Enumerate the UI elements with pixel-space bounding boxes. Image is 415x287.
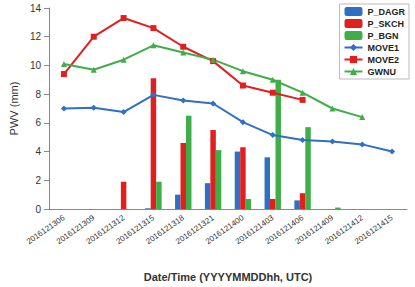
svg-text:P_BGN: P_BGN [367,31,398,41]
svg-text:2016121409: 2016121409 [293,213,335,247]
svg-text:PWV (mm): PWV (mm) [8,82,20,136]
svg-text:2016121315: 2016121315 [114,213,156,247]
svg-text:2016121415: 2016121415 [353,213,395,246]
svg-text:P_SKCH: P_SKCH [367,19,404,29]
svg-text:MOVE2: MOVE2 [367,55,399,65]
svg-text:0: 0 [35,204,41,215]
svg-text:10: 10 [30,60,42,71]
svg-text:2016121309: 2016121309 [54,213,97,247]
svg-text:Date/Time (YYYYMMDDhh, UTC): Date/Time (YYYYMMDDhh, UTC) [144,271,313,283]
svg-text:2016121312: 2016121312 [84,213,127,247]
svg-text:MOVE1: MOVE1 [367,43,399,53]
svg-text:2016121321: 2016121321 [174,213,216,247]
svg-text:2016121318: 2016121318 [144,213,186,247]
svg-text:14: 14 [30,3,42,14]
svg-text:2016121400: 2016121400 [203,213,246,247]
svg-text:2: 2 [35,175,41,186]
svg-text:2016121412: 2016121412 [323,213,365,247]
svg-text:2016121306: 2016121306 [24,213,67,247]
svg-text:12: 12 [30,31,42,42]
svg-text:P_DAGR: P_DAGR [367,7,405,17]
svg-text:6: 6 [35,117,41,128]
svg-text:8: 8 [35,89,41,100]
svg-text:2016121403: 2016121403 [233,213,276,247]
svg-text:2016121406: 2016121406 [263,213,306,247]
svg-text:GWNU: GWNU [367,67,396,77]
svg-text:4: 4 [35,146,41,157]
